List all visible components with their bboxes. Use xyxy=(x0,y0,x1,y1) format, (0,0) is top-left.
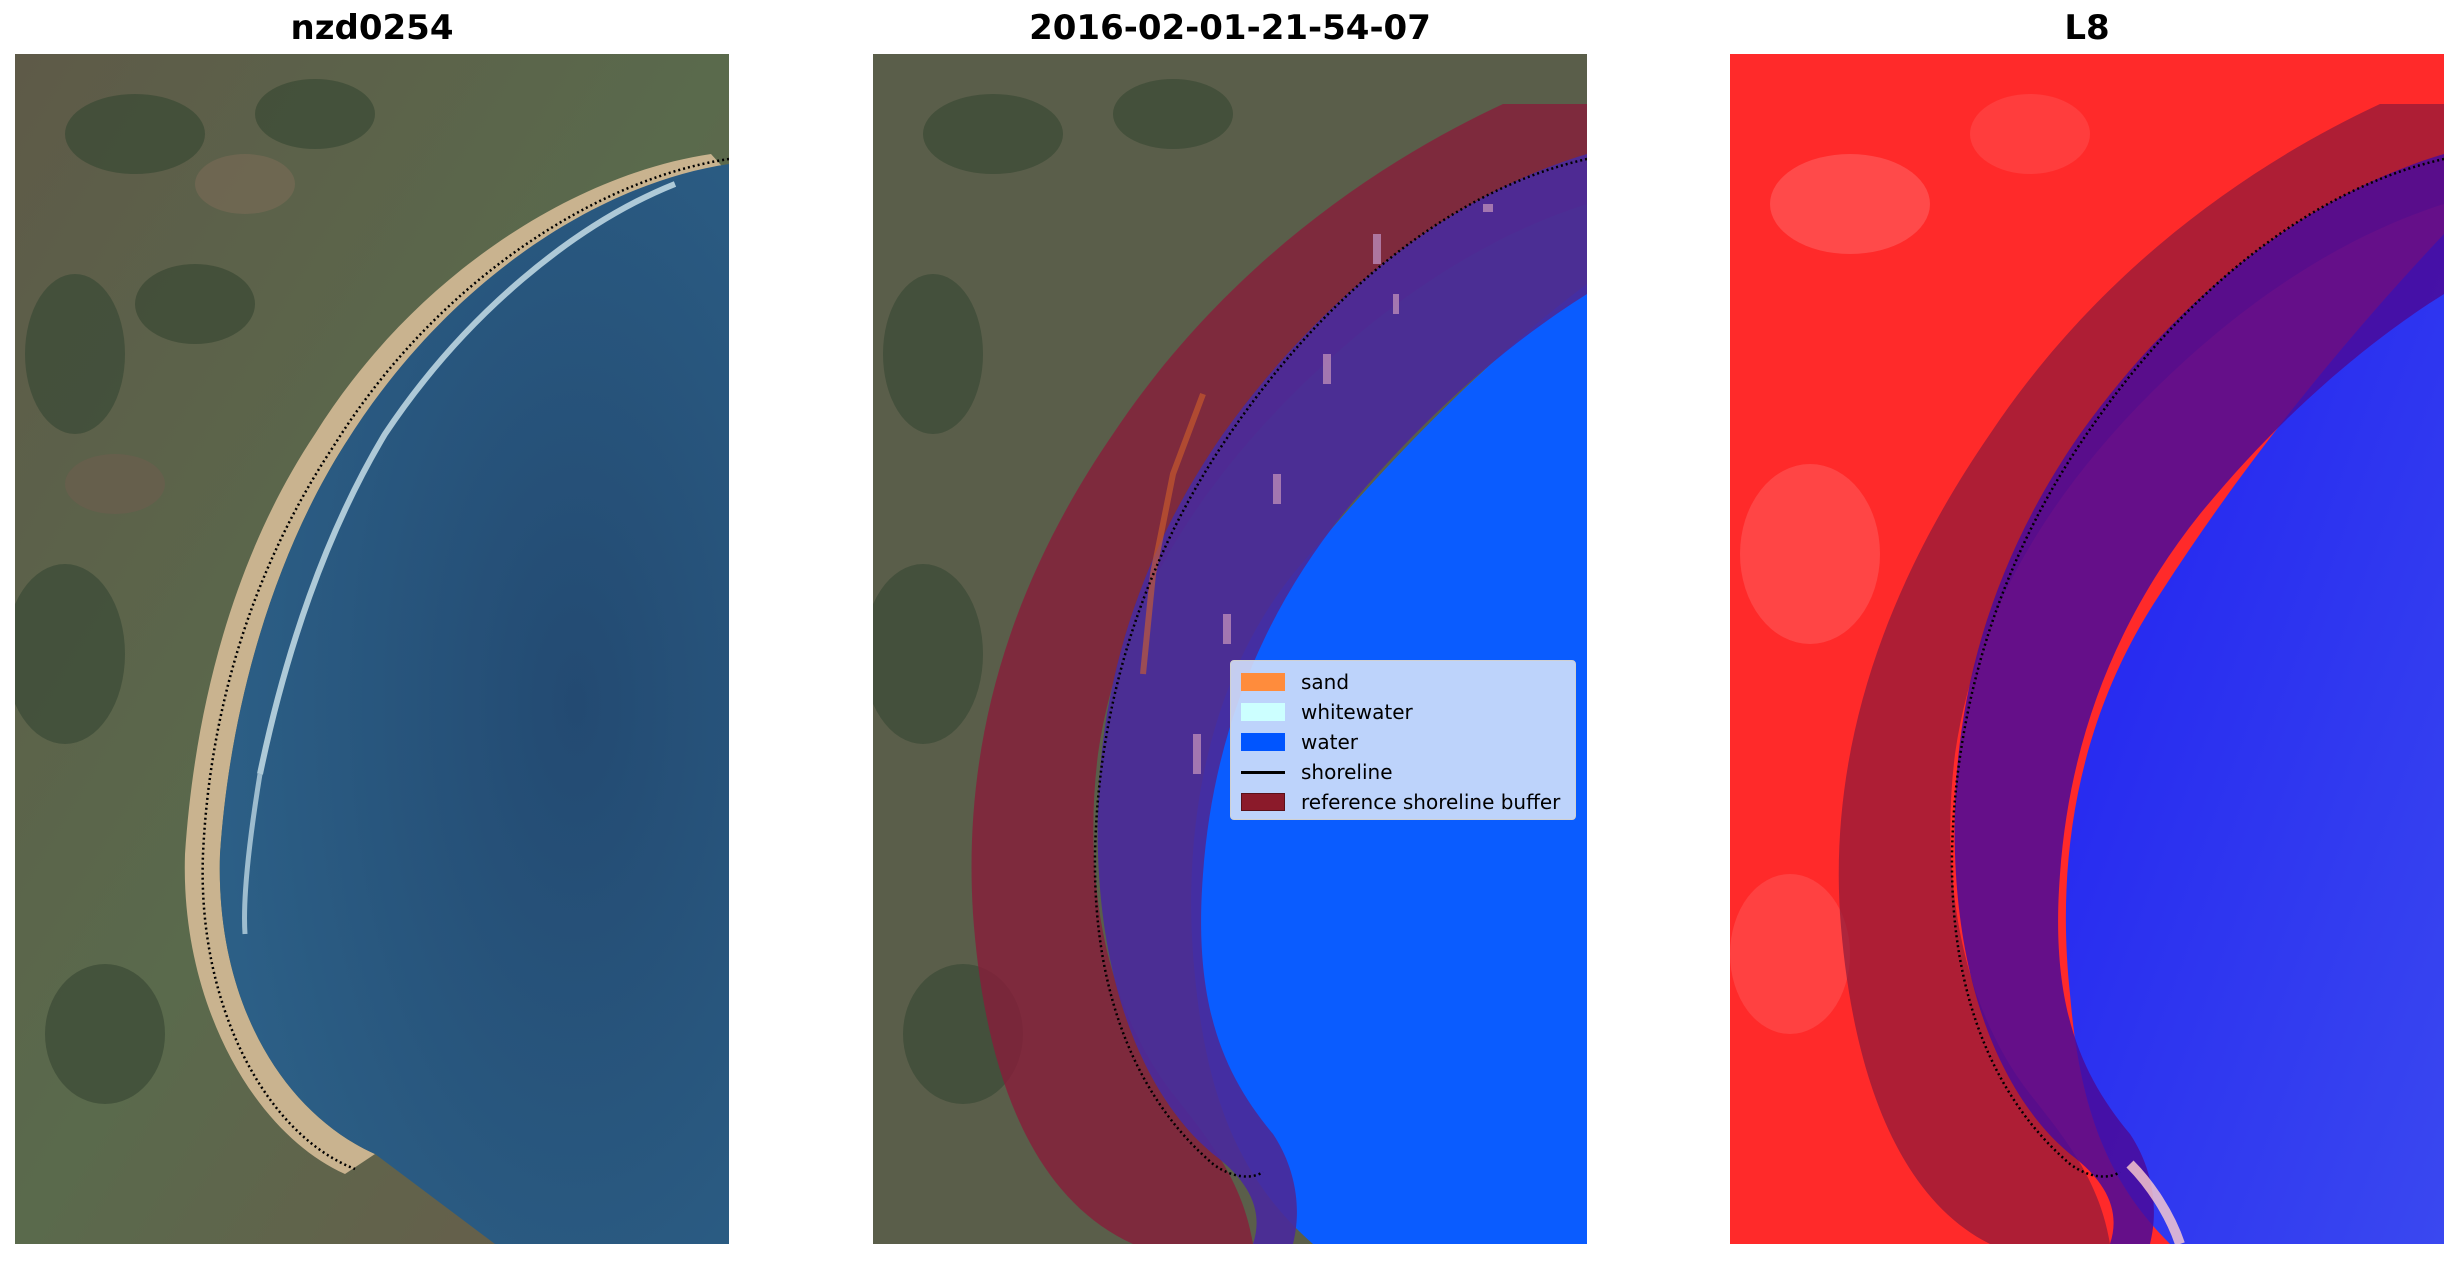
legend-label-water: water xyxy=(1301,730,1358,754)
legend-item-sand: sand xyxy=(1241,667,1565,697)
rgb-satellite-image xyxy=(15,54,729,1244)
ocean xyxy=(219,164,729,1244)
legend-label-shoreline: shoreline xyxy=(1301,760,1393,784)
legend-item-water: water xyxy=(1241,727,1565,757)
beach-sand xyxy=(184,154,729,1174)
legend-label-sand: sand xyxy=(1301,670,1350,694)
index-image xyxy=(1730,54,2444,1244)
legend-item-buffer: reference shoreline buffer xyxy=(1241,787,1565,817)
sand-swatch xyxy=(1241,673,1285,691)
buffer-over-water xyxy=(1954,154,2444,1244)
index-image-panel xyxy=(1730,54,2444,1244)
legend-item-whitewater: whitewater xyxy=(1241,697,1565,727)
panel-title-rgb: nzd0254 xyxy=(290,8,454,48)
panel-title-classified: 2016-02-01-21-54-07 xyxy=(1029,8,1431,48)
classified-image xyxy=(873,54,1587,1244)
buffer-over-water xyxy=(1097,154,1587,1244)
legend-item-shoreline: shoreline xyxy=(1241,757,1565,787)
water-index xyxy=(2065,234,2444,1244)
whitewater-pixels xyxy=(1193,204,1493,774)
shoreline xyxy=(1093,157,1587,1178)
whitewater-swatch xyxy=(1241,703,1285,721)
buffer-swatch xyxy=(1241,793,1285,811)
shoreline xyxy=(1950,157,2444,1178)
shoreline xyxy=(201,157,729,1171)
whitewater xyxy=(257,181,677,775)
sand-pixels xyxy=(1140,392,1206,675)
legend: sand whitewater water shoreline referenc… xyxy=(1230,660,1576,820)
shoreline-swatch xyxy=(1241,770,1285,774)
legend-label-whitewater: whitewater xyxy=(1301,700,1413,724)
water-swatch xyxy=(1241,733,1285,751)
rgb-image-panel xyxy=(15,54,729,1244)
legend-label-buffer: reference shoreline buffer xyxy=(1301,790,1561,814)
panel-title-index: L8 xyxy=(2064,8,2110,48)
classified-image-panel xyxy=(873,54,1587,1244)
